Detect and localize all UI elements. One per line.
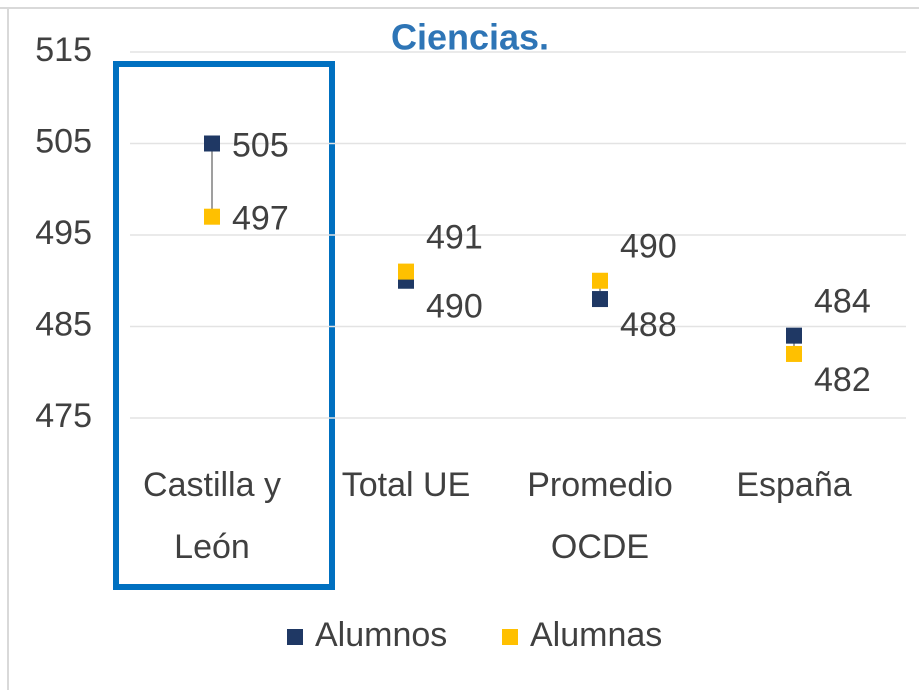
y-tick-label: 505: [35, 122, 92, 160]
legend-marker: [287, 629, 303, 645]
marker: [592, 291, 608, 308]
y-tick-label: 515: [35, 31, 92, 69]
marker: [204, 208, 220, 225]
data-label: 490: [620, 228, 677, 266]
marker: [786, 345, 802, 362]
data-label: 482: [814, 361, 871, 399]
y-tick-label: 485: [35, 305, 92, 343]
marker: [592, 272, 608, 289]
data-label: 490: [426, 288, 483, 326]
y-tick-label: 475: [35, 397, 92, 435]
marker: [204, 135, 220, 152]
marker: [398, 263, 414, 280]
x-tick-label: Total UE: [342, 466, 471, 504]
legend-label: Alumnos: [315, 616, 447, 654]
data-label: 505: [232, 126, 289, 164]
x-tick-label: Castilla y León: [143, 466, 281, 566]
marker: [786, 327, 802, 344]
data-label: 497: [232, 200, 289, 238]
data-label: 484: [814, 283, 871, 321]
legend-label: Alumnas: [530, 616, 662, 654]
legend-marker: [502, 629, 518, 645]
data-label: 491: [426, 219, 483, 257]
highlight-box: [113, 61, 335, 590]
chart-title: Ciencias.: [391, 17, 549, 58]
x-tick-label: Promedio OCDE: [527, 466, 673, 566]
x-tick-label: España: [736, 466, 851, 504]
y-tick-label: 495: [35, 214, 92, 252]
data-label: 488: [620, 306, 677, 344]
